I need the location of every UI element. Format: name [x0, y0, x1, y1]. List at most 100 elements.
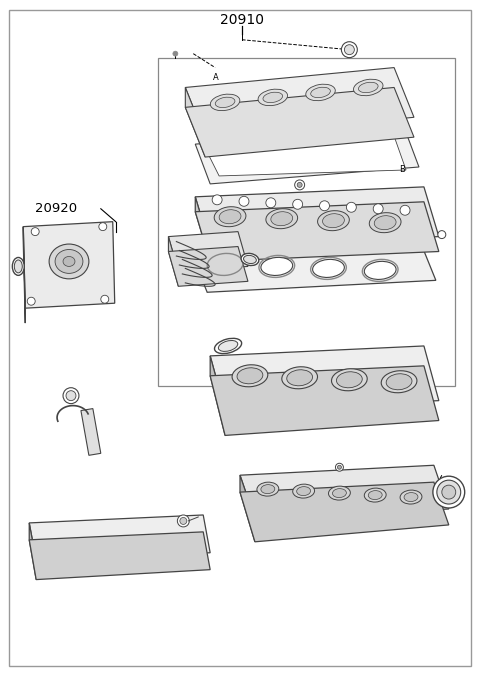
Polygon shape	[195, 187, 439, 247]
Ellipse shape	[241, 254, 259, 266]
Polygon shape	[195, 127, 419, 184]
Ellipse shape	[263, 92, 283, 103]
Polygon shape	[29, 523, 36, 579]
Ellipse shape	[215, 338, 241, 354]
Ellipse shape	[297, 487, 311, 496]
Polygon shape	[195, 202, 439, 262]
Ellipse shape	[369, 213, 401, 233]
Ellipse shape	[353, 79, 383, 96]
Ellipse shape	[364, 488, 386, 502]
Circle shape	[400, 206, 410, 215]
Ellipse shape	[261, 258, 293, 275]
Polygon shape	[168, 232, 248, 271]
Ellipse shape	[243, 256, 256, 264]
Ellipse shape	[237, 368, 263, 384]
Ellipse shape	[210, 94, 240, 111]
Circle shape	[212, 195, 222, 205]
Ellipse shape	[312, 260, 344, 277]
Ellipse shape	[219, 210, 241, 224]
Circle shape	[320, 201, 329, 211]
Ellipse shape	[55, 249, 83, 273]
Ellipse shape	[364, 262, 396, 279]
Circle shape	[173, 51, 178, 56]
Circle shape	[239, 196, 249, 206]
Circle shape	[336, 463, 343, 471]
Ellipse shape	[386, 374, 412, 390]
Ellipse shape	[215, 97, 235, 107]
Polygon shape	[29, 515, 210, 560]
Ellipse shape	[49, 244, 89, 279]
Polygon shape	[240, 475, 255, 541]
Circle shape	[31, 228, 39, 236]
Circle shape	[297, 183, 302, 187]
Circle shape	[437, 480, 461, 504]
Circle shape	[337, 465, 341, 469]
Polygon shape	[168, 237, 179, 287]
Ellipse shape	[333, 489, 347, 498]
Ellipse shape	[359, 82, 378, 93]
Circle shape	[442, 485, 456, 499]
Circle shape	[99, 222, 107, 231]
Ellipse shape	[381, 370, 417, 393]
Ellipse shape	[232, 365, 268, 387]
Ellipse shape	[266, 209, 298, 228]
Ellipse shape	[311, 87, 330, 97]
Polygon shape	[29, 532, 210, 579]
Text: 20920: 20920	[35, 202, 77, 215]
Circle shape	[178, 515, 189, 527]
Circle shape	[433, 476, 465, 508]
Polygon shape	[168, 247, 248, 287]
Polygon shape	[185, 87, 205, 157]
Ellipse shape	[404, 493, 418, 502]
Polygon shape	[240, 465, 449, 519]
Ellipse shape	[63, 256, 75, 266]
Polygon shape	[210, 366, 439, 435]
Ellipse shape	[218, 341, 238, 352]
Polygon shape	[240, 482, 449, 541]
Ellipse shape	[271, 212, 293, 226]
Circle shape	[266, 198, 276, 208]
Polygon shape	[23, 222, 115, 308]
Ellipse shape	[282, 367, 317, 389]
Ellipse shape	[257, 482, 279, 496]
Ellipse shape	[374, 216, 396, 230]
Polygon shape	[185, 68, 414, 137]
Ellipse shape	[328, 486, 350, 500]
Circle shape	[344, 45, 354, 55]
Bar	[158, 57, 455, 386]
Ellipse shape	[214, 207, 246, 226]
Circle shape	[438, 231, 446, 239]
Ellipse shape	[287, 370, 312, 386]
Ellipse shape	[336, 372, 362, 388]
Circle shape	[63, 388, 79, 404]
Circle shape	[341, 42, 357, 57]
Text: A: A	[213, 72, 219, 82]
Ellipse shape	[261, 485, 275, 493]
Polygon shape	[207, 136, 406, 176]
Polygon shape	[81, 408, 101, 456]
Ellipse shape	[368, 491, 382, 500]
Circle shape	[293, 199, 302, 210]
Polygon shape	[185, 87, 414, 157]
Circle shape	[347, 202, 356, 212]
Text: B: B	[399, 165, 405, 174]
Ellipse shape	[400, 490, 422, 504]
Ellipse shape	[258, 89, 288, 105]
Circle shape	[27, 297, 35, 305]
Ellipse shape	[323, 214, 344, 228]
Ellipse shape	[332, 368, 367, 391]
Ellipse shape	[209, 256, 241, 274]
Polygon shape	[210, 356, 225, 435]
Polygon shape	[210, 346, 439, 410]
Circle shape	[373, 203, 383, 214]
Ellipse shape	[12, 258, 24, 275]
Ellipse shape	[14, 260, 22, 273]
Polygon shape	[190, 239, 436, 292]
Circle shape	[101, 295, 109, 304]
Ellipse shape	[293, 484, 314, 498]
Ellipse shape	[306, 84, 336, 101]
Text: 20910: 20910	[220, 13, 264, 27]
Circle shape	[180, 517, 187, 525]
Polygon shape	[195, 197, 210, 262]
Circle shape	[66, 391, 76, 401]
